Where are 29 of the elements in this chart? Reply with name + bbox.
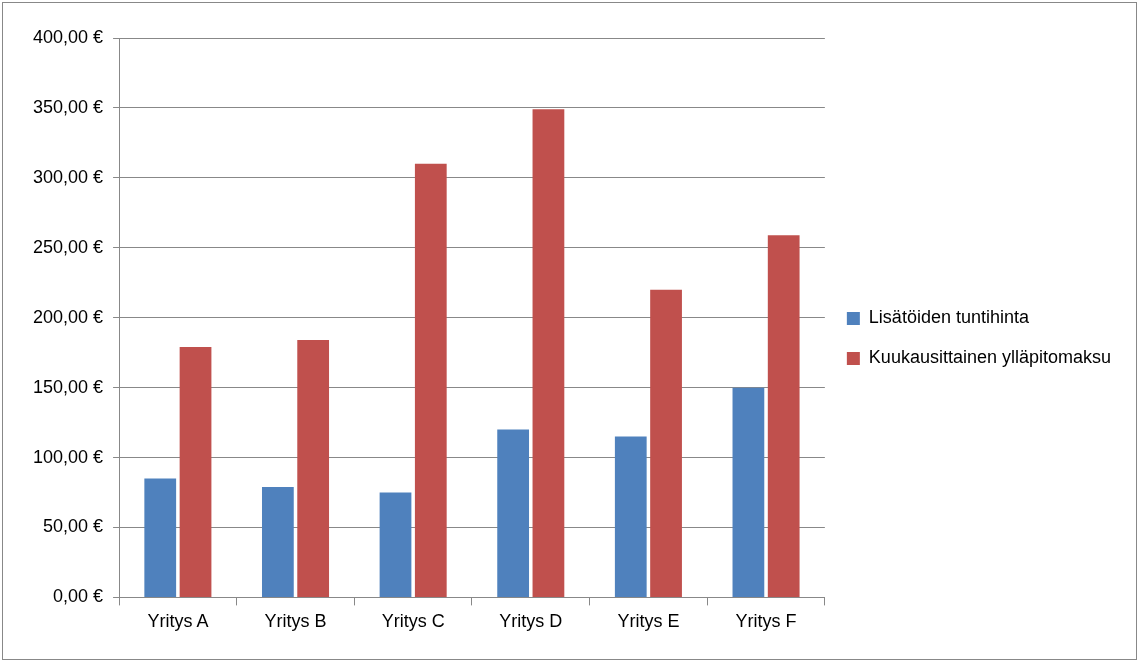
bar (650, 289, 682, 597)
bar (144, 478, 177, 597)
bar (767, 235, 800, 597)
y-tick-label: 0,00 € (53, 586, 104, 607)
bar (414, 163, 447, 597)
bar (179, 347, 212, 597)
bar (497, 429, 530, 597)
y-tick-label: 200,00 € (32, 306, 104, 327)
y-tick-label: 400,00 € (32, 26, 104, 47)
legend-label: Lisätöiden tuntihinta (868, 307, 1030, 328)
bar (297, 340, 330, 597)
x-tick-label: Yritys C (381, 611, 445, 632)
bar (261, 486, 294, 597)
x-tick-label: Yritys D (499, 611, 563, 632)
y-tick-label: 300,00 € (32, 166, 104, 187)
bar (532, 109, 565, 597)
y-tick-label: 350,00 € (32, 96, 104, 117)
bar (379, 492, 412, 597)
x-tick-label: Yritys B (264, 611, 327, 632)
x-tick-label: Yritys F (735, 611, 797, 632)
x-tick-label: Yritys E (617, 611, 680, 632)
x-tick-label: Yritys A (147, 611, 209, 632)
y-tick-label: 100,00 € (32, 446, 104, 467)
y-tick-label: 150,00 € (32, 376, 104, 397)
legend-label: Kuukausittainen ylläpitomaksu (868, 347, 1111, 368)
y-tick-label: 250,00 € (32, 236, 104, 257)
y-tick-label: 50,00 € (43, 516, 104, 537)
bar (732, 387, 765, 597)
bar (614, 436, 647, 597)
